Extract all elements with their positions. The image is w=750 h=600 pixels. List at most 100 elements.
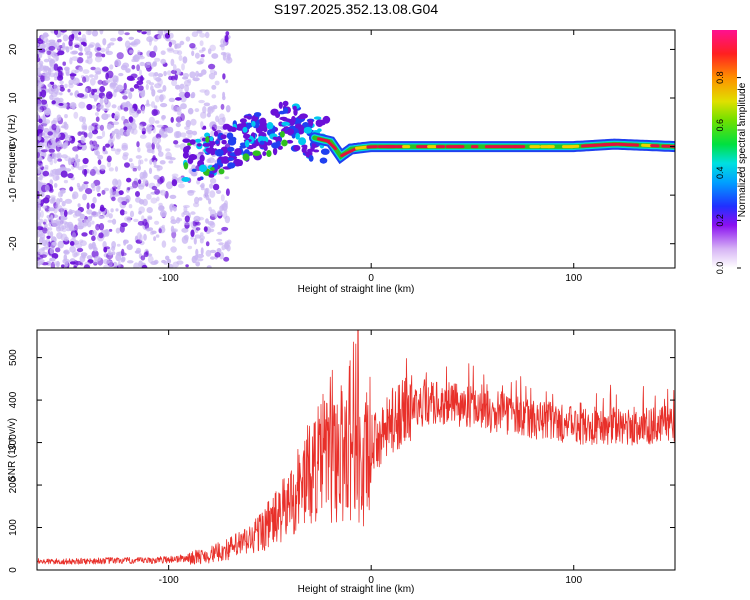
noise-blob bbox=[146, 31, 151, 36]
noise-blob bbox=[225, 188, 230, 196]
noise-blob bbox=[174, 144, 181, 148]
noise-blob bbox=[176, 217, 181, 224]
noise-blob bbox=[157, 73, 164, 78]
noise-blob bbox=[129, 49, 134, 54]
noise-blob bbox=[199, 184, 205, 188]
ridge-blob bbox=[213, 130, 219, 137]
noise-blob bbox=[128, 36, 135, 41]
snr-series-line bbox=[37, 330, 675, 565]
noise-blob bbox=[112, 75, 118, 83]
noise-blob bbox=[121, 144, 128, 151]
noise-blob bbox=[107, 161, 111, 168]
y-tick-label: 200 bbox=[8, 476, 19, 493]
noise-blob bbox=[51, 219, 59, 227]
noise-blob bbox=[177, 50, 183, 56]
noise-blob bbox=[151, 185, 158, 191]
noise-blob bbox=[123, 126, 128, 131]
noise-blob bbox=[199, 32, 206, 38]
noise-blob bbox=[43, 223, 48, 228]
noise-blob bbox=[50, 231, 54, 238]
noise-blob bbox=[37, 248, 45, 256]
ridge-blob bbox=[208, 173, 215, 178]
noise-blob bbox=[46, 50, 52, 55]
noise-blob bbox=[91, 220, 95, 225]
noise-blob bbox=[37, 129, 43, 134]
noise-blob bbox=[151, 89, 156, 97]
noise-blob bbox=[168, 97, 176, 103]
noise-blob bbox=[38, 118, 43, 124]
noise-blob bbox=[183, 73, 189, 78]
noise-blob bbox=[131, 64, 136, 70]
noise-blob bbox=[78, 66, 84, 72]
noise-blob bbox=[86, 202, 90, 210]
noise-blob bbox=[133, 262, 140, 268]
noise-blob bbox=[76, 36, 83, 41]
ridge-blob bbox=[303, 146, 308, 150]
noise-blob bbox=[99, 164, 106, 171]
noise-blob bbox=[139, 176, 146, 181]
noise-blob bbox=[64, 66, 70, 72]
noise-blob bbox=[115, 227, 121, 234]
noise-blob bbox=[108, 228, 113, 232]
noise-blob bbox=[194, 196, 200, 204]
noise-blob bbox=[107, 219, 113, 223]
noise-blob bbox=[123, 239, 127, 246]
noise-blob bbox=[69, 57, 73, 65]
noise-blob bbox=[146, 79, 151, 84]
ridge-blob bbox=[281, 139, 288, 147]
noise-blob bbox=[136, 64, 141, 72]
x-tick-label: 0 bbox=[368, 575, 374, 586]
noise-blob bbox=[135, 197, 142, 203]
noise-blob bbox=[118, 72, 124, 77]
noise-blob bbox=[166, 70, 172, 76]
noise-blob bbox=[39, 75, 45, 83]
noise-blob bbox=[161, 259, 167, 264]
ridge-blob bbox=[197, 177, 202, 181]
ridge-blob bbox=[303, 126, 313, 134]
noise-blob bbox=[129, 210, 135, 218]
y-tick-label: 500 bbox=[8, 349, 19, 366]
noise-blob bbox=[104, 150, 108, 155]
noise-blob bbox=[145, 83, 149, 90]
ridge-blob bbox=[181, 177, 190, 182]
noise-blob bbox=[185, 119, 191, 128]
noise-blob bbox=[209, 178, 217, 184]
ridge-blob bbox=[188, 154, 198, 161]
noise-blob bbox=[102, 145, 106, 152]
noise-blob bbox=[190, 236, 194, 240]
noise-blob bbox=[103, 264, 110, 268]
noise-blob bbox=[56, 114, 62, 121]
noise-blob bbox=[107, 43, 111, 49]
noise-blob bbox=[97, 159, 102, 165]
noise-blob bbox=[136, 30, 142, 33]
noise-blob bbox=[222, 73, 226, 80]
snr-ticks: -100 0 100 0 100 200 300 400 500 bbox=[8, 330, 675, 586]
noise-blob bbox=[159, 175, 165, 184]
noise-blob bbox=[195, 248, 199, 257]
noise-blob bbox=[37, 232, 41, 238]
ridge-blob bbox=[230, 136, 237, 142]
y-tick-label: 20 bbox=[8, 43, 19, 55]
noise-blob bbox=[208, 198, 212, 205]
noise-blob bbox=[159, 128, 165, 136]
noise-blob bbox=[99, 30, 104, 35]
noise-blob bbox=[50, 214, 54, 222]
noise-blob bbox=[112, 191, 120, 197]
noise-blob bbox=[117, 179, 122, 188]
noise-blob bbox=[146, 144, 152, 152]
noise-blob bbox=[51, 253, 59, 259]
noise-blob bbox=[59, 92, 63, 96]
noise-blob bbox=[88, 74, 95, 78]
noise-blob bbox=[124, 32, 130, 36]
noise-blob bbox=[182, 56, 188, 64]
noise-blob bbox=[62, 34, 69, 42]
ridge-blob bbox=[259, 117, 267, 126]
noise-blob bbox=[39, 254, 47, 258]
noise-blob bbox=[150, 261, 158, 265]
noise-blob bbox=[91, 105, 96, 109]
noise-blob bbox=[205, 241, 210, 247]
noise-blob bbox=[108, 260, 113, 267]
noise-blob bbox=[160, 50, 166, 55]
noise-blob bbox=[40, 89, 47, 98]
ridge-blob bbox=[293, 145, 301, 151]
